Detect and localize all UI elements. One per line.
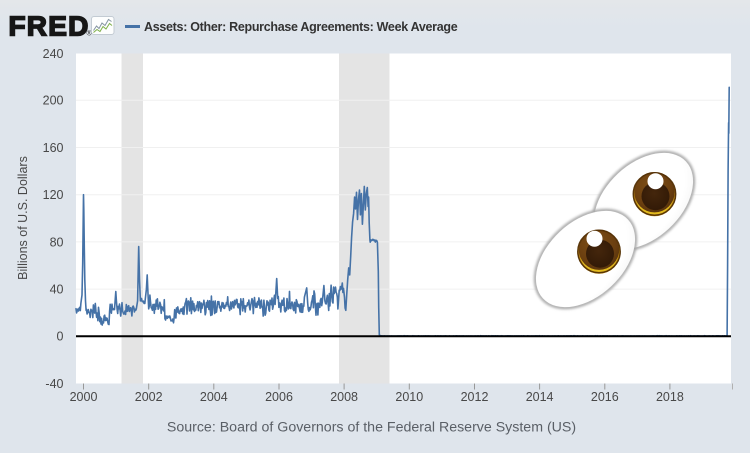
svg-text:FRED: FRED bbox=[9, 11, 90, 42]
svg-text:2000: 2000 bbox=[70, 390, 98, 404]
svg-text:2002: 2002 bbox=[135, 390, 163, 404]
svg-text:2014: 2014 bbox=[526, 390, 554, 404]
svg-text:2016: 2016 bbox=[591, 390, 619, 404]
svg-text:Source: Board of Governors of: Source: Board of Governors of the Federa… bbox=[167, 420, 576, 436]
svg-text:2008: 2008 bbox=[330, 390, 358, 404]
svg-text:2012: 2012 bbox=[461, 390, 489, 404]
svg-text:80: 80 bbox=[50, 235, 64, 249]
svg-text:Assets: Other: Repurchase Agre: Assets: Other: Repurchase Agreements: We… bbox=[144, 20, 458, 34]
svg-text:2006: 2006 bbox=[265, 390, 293, 404]
svg-text:®: ® bbox=[87, 30, 93, 38]
svg-text:2018: 2018 bbox=[656, 390, 684, 404]
svg-text:-40: -40 bbox=[45, 377, 63, 391]
svg-text:240: 240 bbox=[43, 47, 64, 61]
svg-text:40: 40 bbox=[50, 283, 64, 297]
svg-text:2004: 2004 bbox=[200, 390, 228, 404]
svg-text:Billions of U.S. Dollars: Billions of U.S. Dollars bbox=[16, 156, 30, 280]
svg-text:160: 160 bbox=[43, 141, 64, 155]
svg-text:2010: 2010 bbox=[395, 390, 423, 404]
svg-text:0: 0 bbox=[57, 330, 64, 344]
svg-text:120: 120 bbox=[43, 188, 64, 202]
svg-text:200: 200 bbox=[43, 94, 64, 108]
